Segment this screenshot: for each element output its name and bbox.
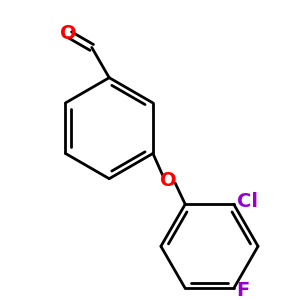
Text: O: O	[160, 171, 177, 190]
Text: O: O	[60, 24, 76, 43]
Text: Cl: Cl	[237, 192, 258, 211]
Text: F: F	[237, 281, 250, 300]
